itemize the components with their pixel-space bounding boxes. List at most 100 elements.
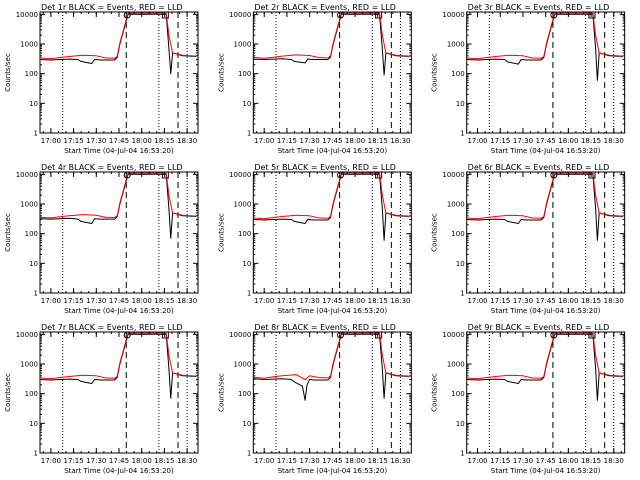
x-tick-label: 17:30 bbox=[86, 297, 106, 305]
x-tick-label: 17:00 bbox=[467, 457, 487, 465]
chart-title: Det 3r BLACK = Events, RED = LLD bbox=[468, 3, 610, 12]
y-tick-label: 1 bbox=[460, 290, 464, 298]
y-tick-label: 10000 bbox=[16, 11, 38, 19]
x-tick-label: 18:30 bbox=[177, 297, 197, 305]
y-tick-label: 100 bbox=[451, 390, 464, 398]
x-tick-label: 17:15 bbox=[64, 137, 84, 145]
chart-title: Det 9r BLACK = Events, RED = LLD bbox=[468, 323, 610, 332]
y-tick-label: 10 bbox=[456, 420, 465, 428]
series-line-events bbox=[40, 173, 197, 239]
y-axis-label: Counts/sec bbox=[431, 373, 439, 412]
y-tick-label: 1000 bbox=[234, 41, 252, 49]
y-tick-label: 10 bbox=[456, 100, 465, 108]
x-tick-label: 17:15 bbox=[277, 297, 297, 305]
x-tick-label: 18:00 bbox=[345, 137, 365, 145]
x-tick-label: 17:15 bbox=[64, 457, 84, 465]
x-tick-label: 17:15 bbox=[277, 457, 297, 465]
series-line-events bbox=[253, 13, 410, 76]
x-tick-label: 18:00 bbox=[558, 137, 578, 145]
x-axis-label: Start Time (04-Jul-04 16:53:20) bbox=[64, 147, 174, 155]
y-tick-label: 1 bbox=[34, 450, 38, 458]
y-tick-label: 10 bbox=[242, 260, 251, 268]
x-tick-label: 17:45 bbox=[322, 137, 342, 145]
chart-panel-3: 1 10 100 1000 10000 17:00 17:15 17:30 17:45 18:00… bbox=[431, 3, 626, 155]
y-tick-label: 100 bbox=[451, 230, 464, 238]
x-tick-label: 18:00 bbox=[132, 297, 152, 305]
y-tick-label: 1000 bbox=[20, 201, 38, 209]
x-tick-label: 17:00 bbox=[41, 457, 61, 465]
x-tick-label: 17:00 bbox=[41, 137, 61, 145]
y-tick-label: 10 bbox=[242, 100, 251, 108]
y-tick-label: 1000 bbox=[447, 361, 465, 369]
y-tick-label: 10000 bbox=[442, 331, 464, 339]
chart-panel-8: 1 10 100 1000 10000 17:00 17:15 17:30 17:45 18:00… bbox=[217, 323, 412, 475]
x-tick-label: 17:30 bbox=[86, 457, 106, 465]
y-axis-label: Counts/sec bbox=[4, 373, 12, 412]
x-tick-label: 18:00 bbox=[132, 137, 152, 145]
y-tick-label: 1000 bbox=[20, 361, 38, 369]
x-tick-label: 18:15 bbox=[368, 137, 388, 145]
x-tick-label: 18:15 bbox=[581, 137, 601, 145]
series-group bbox=[40, 12, 197, 75]
series-line-events bbox=[466, 173, 623, 241]
series-group bbox=[466, 172, 623, 241]
x-tick-label: 18:00 bbox=[132, 457, 152, 465]
chart-title: Det 1r BLACK = Events, RED = LLD bbox=[41, 3, 183, 12]
y-tick-label: 10000 bbox=[229, 171, 251, 179]
x-tick-label: 18:15 bbox=[581, 297, 601, 305]
x-tick-label: 18:30 bbox=[390, 457, 410, 465]
y-axis-label: Counts/sec bbox=[217, 373, 225, 412]
x-tick-label: 17:00 bbox=[254, 457, 274, 465]
series-line-lld bbox=[40, 332, 197, 380]
series-line-lld bbox=[253, 12, 410, 59]
x-tick-label: 17:30 bbox=[513, 457, 533, 465]
series-line-lld bbox=[466, 172, 623, 220]
chart-title: Det 2r BLACK = Events, RED = LLD bbox=[254, 3, 396, 12]
x-tick-label: 17:45 bbox=[322, 457, 342, 465]
x-tick-label: 17:30 bbox=[300, 137, 320, 145]
y-tick-label: 10 bbox=[29, 260, 38, 268]
y-tick-label: 10000 bbox=[442, 11, 464, 19]
y-tick-label: 10 bbox=[29, 100, 38, 108]
y-tick-label: 1000 bbox=[234, 201, 252, 209]
x-axis-label: Start Time (04-Jul-04 16:53:20) bbox=[64, 467, 174, 475]
x-tick-label: 17:00 bbox=[41, 297, 61, 305]
y-tick-label: 10000 bbox=[229, 331, 251, 339]
y-tick-label: 1000 bbox=[234, 361, 252, 369]
y-axis-label: Counts/sec bbox=[217, 213, 225, 252]
y-tick-label: 1 bbox=[247, 290, 251, 298]
x-axis-label: Start Time (04-Jul-04 16:53:20) bbox=[278, 307, 388, 315]
x-axis-label: Start Time (04-Jul-04 16:53:20) bbox=[491, 147, 601, 155]
x-tick-label: 18:30 bbox=[177, 457, 197, 465]
x-tick-label: 18:00 bbox=[345, 457, 365, 465]
x-tick-label: 17:30 bbox=[300, 297, 320, 305]
x-tick-label: 17:30 bbox=[86, 137, 106, 145]
y-axis-label: Counts/sec bbox=[4, 53, 12, 92]
series-group bbox=[253, 172, 410, 241]
y-tick-label: 100 bbox=[451, 70, 464, 78]
y-axis-label: Counts/sec bbox=[4, 213, 12, 252]
x-tick-label: 18:30 bbox=[604, 297, 624, 305]
x-tick-label: 17:45 bbox=[109, 297, 129, 305]
chart-panel-5: 1 10 100 1000 10000 17:00 17:15 17:30 17:45 18:00… bbox=[217, 163, 412, 315]
x-tick-label: 18:15 bbox=[368, 457, 388, 465]
x-tick-label: 17:45 bbox=[109, 137, 129, 145]
x-tick-label: 17:45 bbox=[109, 457, 129, 465]
y-tick-label: 100 bbox=[238, 230, 251, 238]
x-tick-label: 18:15 bbox=[581, 457, 601, 465]
series-line-lld bbox=[40, 172, 197, 219]
y-tick-label: 1 bbox=[34, 130, 38, 138]
series-group bbox=[466, 332, 623, 401]
x-tick-label: 17:45 bbox=[322, 297, 342, 305]
chart-panel-6: 1 10 100 1000 10000 17:00 17:15 17:30 17:45 18:00… bbox=[431, 163, 626, 315]
chart-title: Det 7r BLACK = Events, RED = LLD bbox=[41, 323, 183, 332]
chart-title: Det 6r BLACK = Events, RED = LLD bbox=[468, 163, 610, 172]
x-tick-label: 18:15 bbox=[154, 297, 174, 305]
x-tick-label: 18:15 bbox=[154, 137, 174, 145]
y-tick-label: 100 bbox=[238, 70, 251, 78]
x-tick-label: 18:00 bbox=[345, 297, 365, 305]
x-tick-label: 18:15 bbox=[368, 297, 388, 305]
series-group bbox=[40, 172, 197, 239]
chart-panel-9: 1 10 100 1000 10000 17:00 17:15 17:30 17:45 18:00… bbox=[431, 323, 626, 475]
